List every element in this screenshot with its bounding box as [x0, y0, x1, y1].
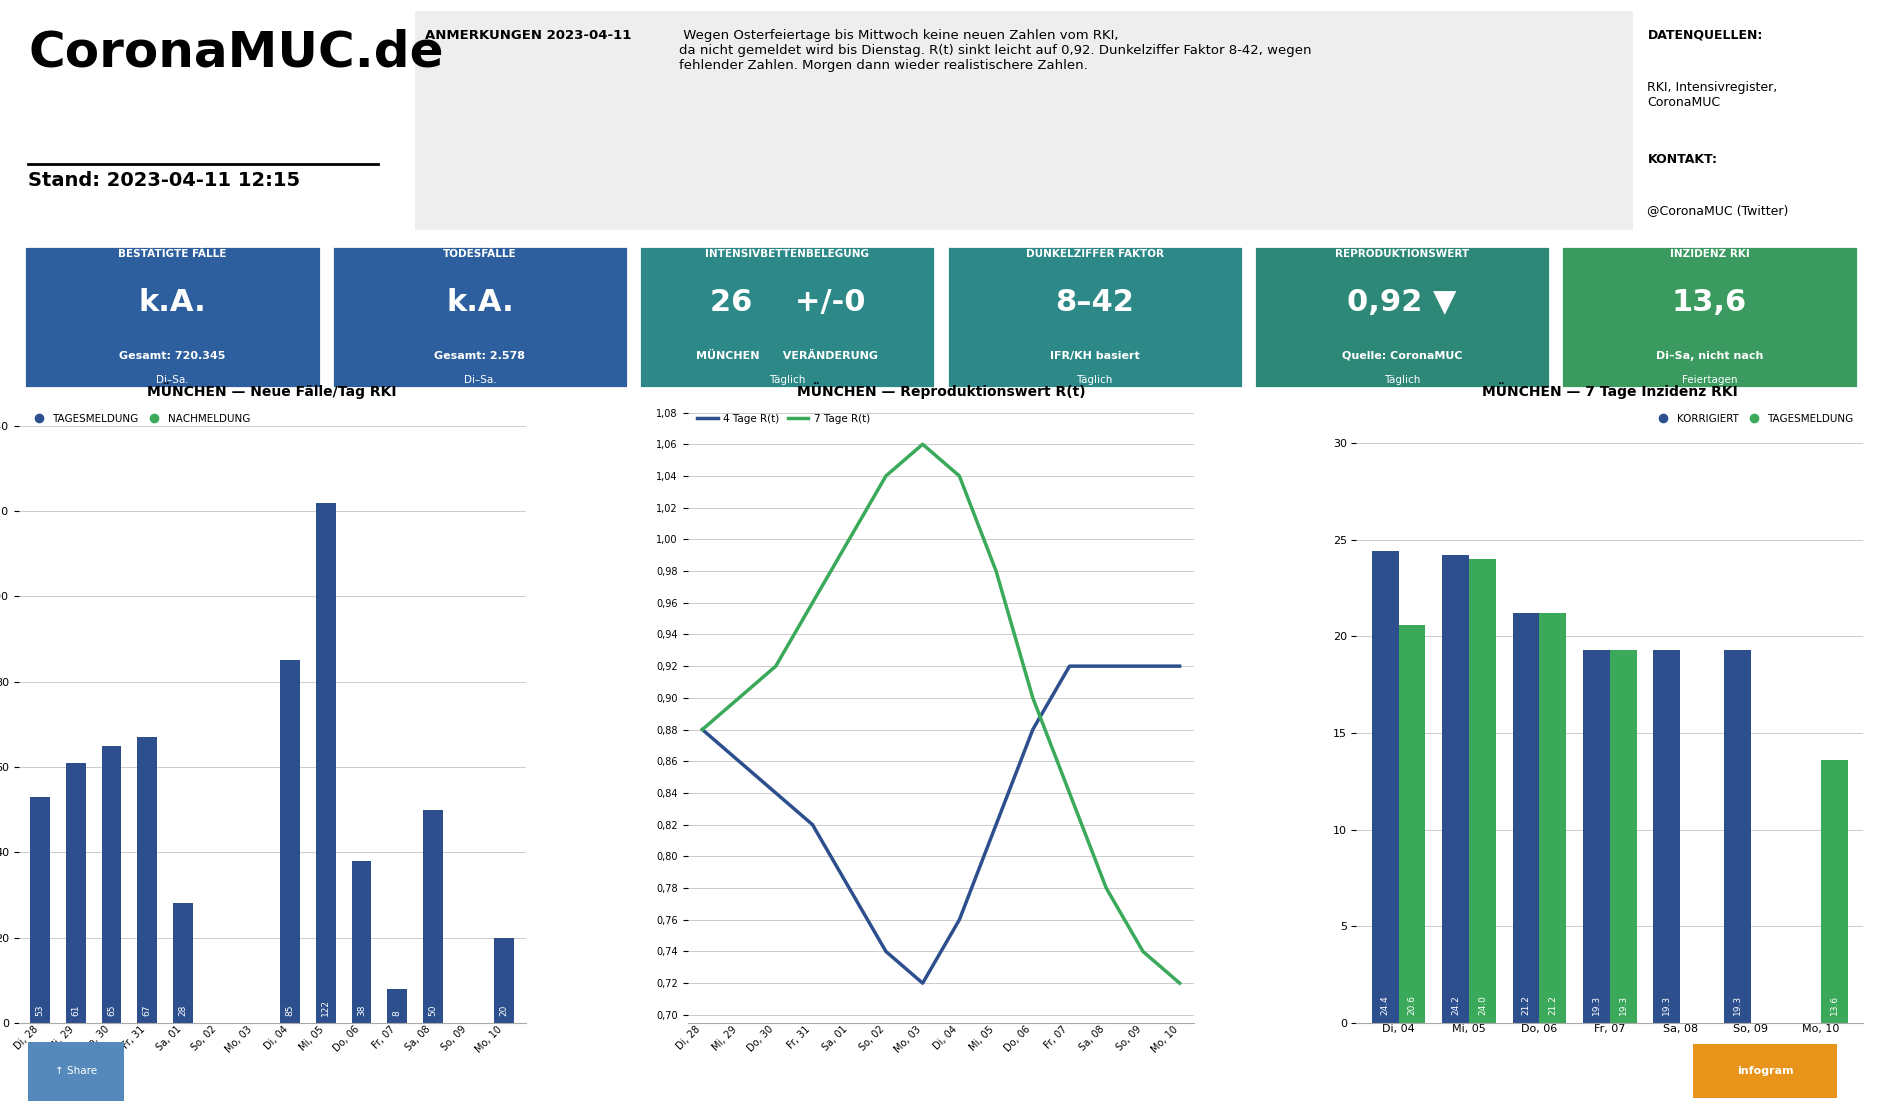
Text: 20.6: 20.6 [1408, 995, 1417, 1015]
Text: Täglich: Täglich [1383, 375, 1421, 385]
Text: Gesamt: 720.345: Gesamt: 720.345 [119, 351, 226, 361]
Bar [352, 861, 371, 1023]
Text: k.A.: k.A. [139, 288, 207, 318]
Text: Gesamt: 2.578: Gesamt: 2.578 [435, 351, 525, 361]
Bar [331, 246, 629, 388]
Text: 20: 20 [499, 1005, 508, 1016]
Text: Di–Sa.: Di–Sa. [156, 375, 188, 385]
Text: Stand: 2023-04-11 12:15: Stand: 2023-04-11 12:15 [28, 171, 299, 190]
Bar [1609, 650, 1637, 1023]
Bar [1372, 551, 1398, 1023]
Bar [1562, 246, 1858, 388]
Text: Aktuell Infizierte: Summe RKI heute minus Genesene: Aktuell Infizierte: Summe RKI heute minu… [568, 1063, 1314, 1077]
Text: ↑ Share: ↑ Share [55, 1067, 98, 1077]
Legend: TAGESMELDUNG, NACHMELDUNG: TAGESMELDUNG, NACHMELDUNG [24, 410, 254, 428]
Text: 61: 61 [72, 1005, 81, 1016]
Bar [102, 746, 122, 1023]
Text: 38: 38 [358, 1005, 365, 1016]
Bar [416, 11, 1634, 230]
Bar [640, 246, 935, 388]
Bar [24, 246, 320, 388]
Text: MÜNCHEN      VERÄNDERUNG: MÜNCHEN VERÄNDERUNG [696, 351, 879, 361]
Text: 21.2: 21.2 [1521, 995, 1530, 1015]
Text: k.A.: k.A. [446, 288, 514, 318]
Bar [1398, 625, 1425, 1023]
Bar [280, 661, 299, 1023]
Text: KONTAKT:: KONTAKT: [1647, 153, 1718, 167]
Text: INTENSIVBETTENBELEGUNG: INTENSIVBETTENBELEGUNG [706, 249, 869, 259]
Text: 19.3: 19.3 [1592, 995, 1602, 1015]
Bar [1654, 650, 1681, 1023]
Bar [423, 809, 442, 1023]
Text: 122: 122 [322, 999, 329, 1016]
Bar [1253, 246, 1551, 388]
Bar [495, 938, 514, 1023]
Text: INZIDENZ RKI: INZIDENZ RKI [1669, 249, 1750, 259]
Bar [1442, 556, 1470, 1023]
Text: 19.3: 19.3 [1733, 995, 1741, 1015]
Text: 13.6: 13.6 [1829, 995, 1839, 1015]
Text: BESTÄTIGTE FÄLLE: BESTÄTIGTE FÄLLE [119, 249, 226, 259]
Bar [66, 762, 87, 1023]
Text: 65: 65 [107, 1005, 117, 1016]
Bar [1470, 559, 1496, 1023]
Text: 19.3: 19.3 [1619, 995, 1628, 1015]
Text: 85: 85 [286, 1005, 294, 1016]
Bar [1513, 614, 1539, 1023]
Title: MÜNCHEN — Reproduktionswert R(t): MÜNCHEN — Reproduktionswert R(t) [796, 382, 1086, 399]
Text: ANMERKUNGEN 2023-04-11: ANMERKUNGEN 2023-04-11 [425, 29, 630, 41]
Text: @CoronaMUC (Twitter): @CoronaMUC (Twitter) [1647, 203, 1788, 217]
Bar [1583, 650, 1609, 1023]
Bar [388, 988, 407, 1023]
Bar [316, 503, 335, 1023]
Legend: KORRIGIERT, TAGESMELDUNG: KORRIGIERT, TAGESMELDUNG [1649, 410, 1858, 428]
Text: Di–Sa, nicht nach: Di–Sa, nicht nach [1656, 351, 1763, 361]
Text: TODESFÄLLE: TODESFÄLLE [442, 249, 518, 259]
Bar [30, 797, 51, 1023]
Legend: 4 Tage R(t), 7 Tage R(t): 4 Tage R(t), 7 Tage R(t) [693, 410, 873, 428]
Bar [137, 737, 156, 1023]
Text: CoronaMUC.de: CoronaMUC.de [28, 29, 444, 77]
Text: 19.3: 19.3 [1662, 995, 1671, 1015]
Text: Quelle: CoronaMUC: Quelle: CoronaMUC [1342, 351, 1462, 361]
Text: RKI, Intensivregister,
CoronaMUC: RKI, Intensivregister, CoronaMUC [1647, 82, 1778, 110]
Text: 67: 67 [143, 1005, 152, 1016]
Text: Di–Sa.: Di–Sa. [463, 375, 497, 385]
Text: 26    +/-0: 26 +/-0 [710, 288, 866, 318]
Text: 24.0: 24.0 [1477, 995, 1487, 1015]
Bar [1539, 614, 1566, 1023]
Text: 53: 53 [36, 1005, 45, 1016]
Text: Wegen Osterfeiertage bis Mittwoch keine neuen Zahlen vom RKI,
da nicht gemeldet : Wegen Osterfeiertage bis Mittwoch keine … [679, 29, 1312, 72]
Bar [1822, 760, 1848, 1023]
Text: 21.2: 21.2 [1549, 995, 1556, 1015]
Text: DATENQUELLEN:: DATENQUELLEN: [1647, 29, 1763, 41]
Text: 24.4: 24.4 [1381, 995, 1389, 1015]
Title: MÜNCHEN — Neue Fälle/Tag RKI: MÜNCHEN — Neue Fälle/Tag RKI [147, 382, 397, 399]
Title: MÜNCHEN — 7 Tage Inzidenz RKI: MÜNCHEN — 7 Tage Inzidenz RKI [1481, 382, 1737, 399]
Text: IFR/KH basiert: IFR/KH basiert [1050, 351, 1140, 361]
Text: 8: 8 [393, 1011, 401, 1016]
Text: 50: 50 [429, 1005, 437, 1016]
Bar [1724, 650, 1750, 1023]
Text: Täglich: Täglich [770, 375, 805, 385]
Bar [947, 246, 1242, 388]
Text: 8–42: 8–42 [1056, 288, 1135, 318]
Text: Made with: Made with [1615, 1067, 1671, 1077]
Text: 13,6: 13,6 [1671, 288, 1746, 318]
Bar [173, 903, 192, 1023]
Text: Täglich: Täglich [1077, 375, 1112, 385]
Text: 24.2: 24.2 [1451, 995, 1460, 1015]
Bar [1694, 1044, 1837, 1098]
Text: Feiertagen: Feiertagen [1683, 375, 1737, 385]
Text: DUNKELZIFFER FAKTOR: DUNKELZIFFER FAKTOR [1026, 249, 1163, 259]
Text: infogram: infogram [1737, 1067, 1794, 1077]
Text: 0,92 ▼: 0,92 ▼ [1348, 288, 1457, 318]
Bar [28, 1042, 124, 1101]
Text: * Genesene:  7 Tages Durchschnitt der Summe RKI vor 10 Tagen |: * Genesene: 7 Tages Durchschnitt der Sum… [711, 1063, 1171, 1078]
Text: 28: 28 [179, 1005, 188, 1016]
Text: REPRODUKTIONSWERT: REPRODUKTIONSWERT [1334, 249, 1470, 259]
